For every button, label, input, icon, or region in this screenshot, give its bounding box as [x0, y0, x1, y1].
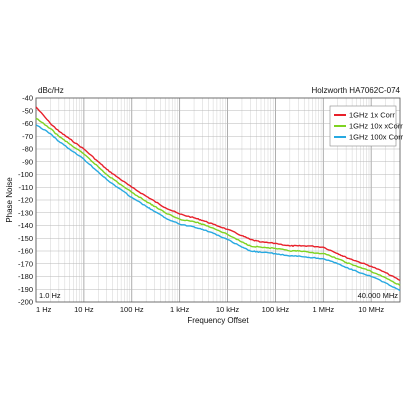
y-tick-label: -190 [18, 285, 33, 294]
y-tick-label: -80 [22, 145, 33, 154]
y-tick-label: -90 [22, 157, 33, 166]
y-tick-label: -120 [18, 196, 33, 205]
y-tick-label: -180 [18, 272, 33, 281]
y-tick-label: -110 [19, 183, 33, 192]
series-line-2 [35, 117, 401, 286]
x-tick-label: 10 kHz [216, 305, 240, 314]
y-tick-label: -200 [18, 298, 33, 307]
unit-label: dBc/Hz [38, 86, 64, 95]
y-tick-label: -40 [22, 94, 33, 103]
x-tick-label: 10 MHz [358, 305, 384, 314]
x-tick-label: 1 kHz [170, 305, 189, 314]
series-line-3 [35, 124, 401, 292]
x-tick-label: 100 kHz [262, 305, 290, 314]
y-tick-label: -140 [18, 221, 33, 230]
start-frequency-marker: 1.0 Hz [39, 291, 61, 300]
y-tick-label: -100 [18, 170, 33, 179]
y-tick-label: -130 [18, 208, 33, 217]
y-tick-label: -70 [22, 132, 33, 141]
legend-label: 1GHz 100x Corr [349, 133, 404, 142]
legend-label: 1GHz 10x xCorr [349, 122, 403, 131]
legend-label: 1GHz 1x Corr [349, 111, 395, 120]
y-tick-label: -150 [18, 234, 33, 243]
chart-title: Holzworth HA7062C-074 [312, 86, 401, 95]
series-line-1 [35, 106, 401, 281]
x-axis-label: Frequency Offset [187, 316, 249, 325]
x-tick-label: 100 Hz [120, 305, 144, 314]
plot-frame [35, 97, 401, 303]
x-tick-label: 10 Hz [74, 305, 94, 314]
x-tick-label: 1 Hz [36, 305, 52, 314]
y-tick-label: -50 [22, 106, 33, 115]
y-tick-label: -160 [18, 247, 33, 256]
y-tick-label: -170 [18, 259, 33, 268]
stop-frequency-marker: 40.000 MHz [358, 291, 399, 300]
y-axis-label: Phase Noise [5, 177, 14, 223]
x-tick-label: 1 MHz [312, 305, 334, 314]
y-tick-label: -60 [22, 119, 33, 128]
